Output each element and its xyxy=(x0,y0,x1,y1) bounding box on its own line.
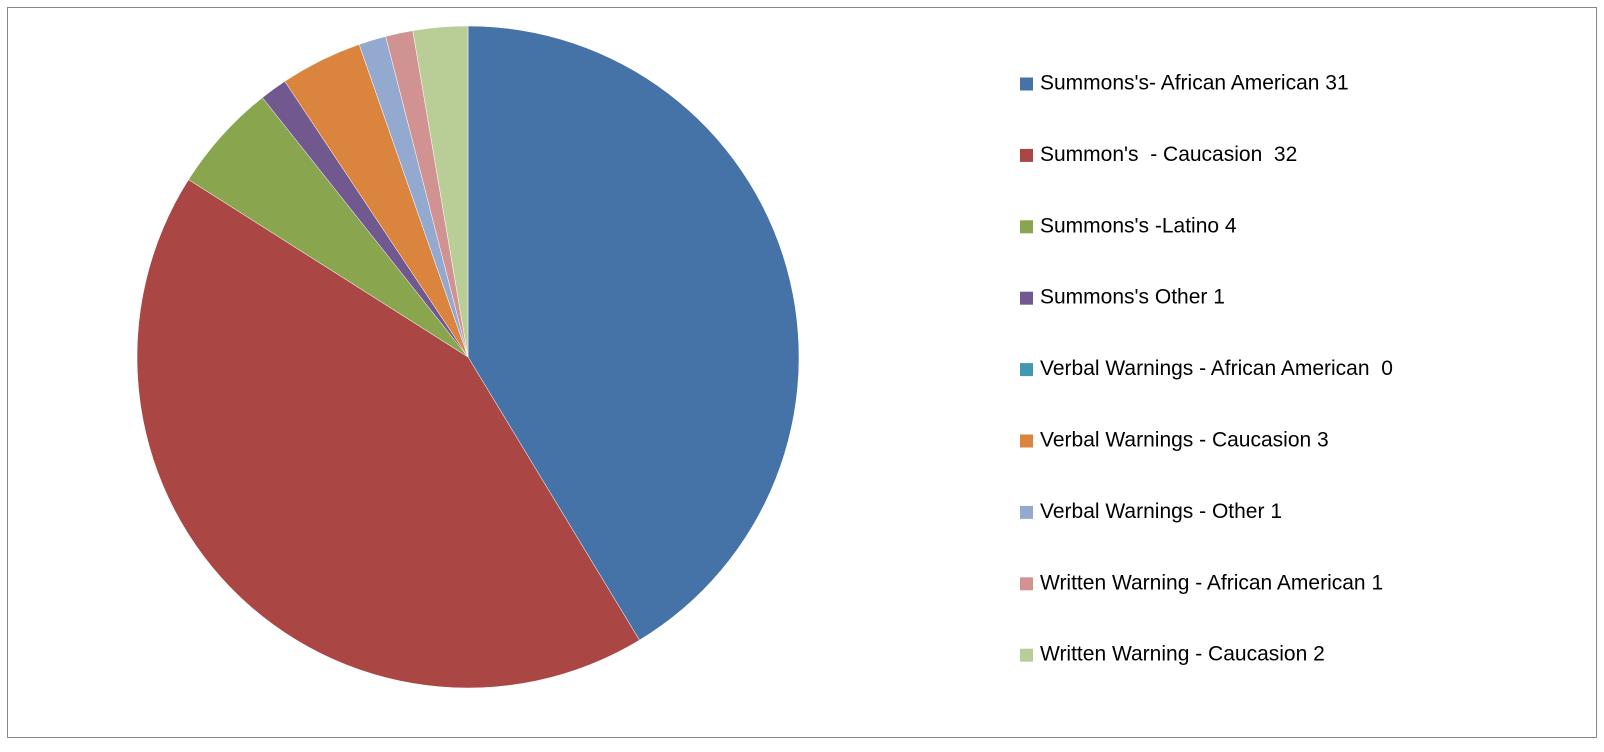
legend-swatch xyxy=(1020,434,1033,448)
pie-slice xyxy=(467,25,800,641)
legend-label: Summons's- African American 31 xyxy=(1040,72,1349,95)
legend-label: Summons's Other 1 xyxy=(1040,286,1225,309)
legend-swatch xyxy=(1020,577,1033,591)
legend-label: Summons's -Latino 4 xyxy=(1040,214,1237,237)
legend-swatch xyxy=(1020,505,1033,519)
pie-slice xyxy=(136,179,640,689)
legend-label: Written Warning - African American 1 xyxy=(1040,571,1383,594)
legend-swatch xyxy=(1020,363,1033,377)
legend-swatch xyxy=(1020,648,1033,662)
legend-label: Summon's - Caucasion 32 xyxy=(1040,143,1297,166)
legend-label: Verbal Warnings - Other 1 xyxy=(1040,500,1282,523)
legend-label: Verbal Warnings - African American 0 xyxy=(1040,357,1393,380)
legend-swatch xyxy=(1020,220,1033,234)
legend-swatch xyxy=(1020,291,1033,305)
legend-label: Written Warning - Caucasion 2 xyxy=(1040,643,1325,666)
pie-slice xyxy=(412,25,469,358)
legend-swatch xyxy=(1020,148,1033,162)
legend-label: Verbal Warnings - Caucasion 3 xyxy=(1040,429,1329,452)
legend-swatch xyxy=(1020,77,1033,91)
